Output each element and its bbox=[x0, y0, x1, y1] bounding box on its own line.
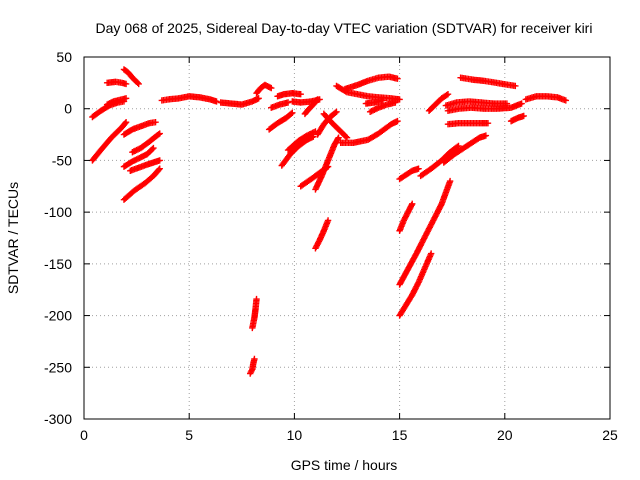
axis-ticks bbox=[83, 56, 611, 420]
data-point bbox=[122, 118, 130, 126]
y-tick-label: 0 bbox=[64, 101, 72, 117]
data-point bbox=[392, 99, 399, 106]
data-point bbox=[334, 135, 342, 143]
data-point bbox=[122, 119, 129, 127]
data-point bbox=[122, 95, 130, 102]
data-point bbox=[415, 165, 422, 172]
data-point bbox=[324, 217, 332, 224]
data-point bbox=[149, 145, 156, 153]
x-axis-label: GPS time / hours bbox=[291, 457, 398, 473]
data-point bbox=[155, 131, 162, 138]
data-point bbox=[313, 97, 320, 104]
data-point bbox=[482, 132, 490, 139]
data-point bbox=[314, 96, 321, 103]
x-tick-label: 5 bbox=[185, 427, 193, 443]
data-point bbox=[512, 82, 519, 90]
data-point bbox=[268, 84, 275, 92]
data-point bbox=[409, 200, 416, 208]
y-tick-label: -300 bbox=[44, 411, 72, 427]
x-tick-label: 15 bbox=[392, 427, 408, 443]
data-point bbox=[562, 97, 570, 104]
data-point bbox=[455, 142, 462, 150]
data-point bbox=[394, 117, 401, 125]
plot-frame bbox=[83, 56, 611, 420]
data-point bbox=[150, 144, 157, 152]
chart-title: Day 068 of 2025, Sidereal Day-to-day VTE… bbox=[96, 20, 593, 36]
x-tick-labels: 0 5 10 15 20 25 bbox=[80, 427, 618, 443]
data-point bbox=[156, 165, 163, 172]
data-point bbox=[134, 79, 141, 87]
data-point bbox=[484, 119, 492, 127]
data-point bbox=[408, 202, 415, 209]
data-point bbox=[251, 355, 258, 363]
data-point bbox=[156, 130, 163, 137]
data-point bbox=[444, 91, 452, 98]
y-tick-label: -250 bbox=[44, 359, 72, 375]
data-point bbox=[342, 133, 350, 140]
y-tick-label: 50 bbox=[56, 49, 72, 65]
data-point bbox=[135, 80, 142, 88]
data-point bbox=[253, 295, 260, 303]
data-point bbox=[155, 166, 163, 173]
data-point bbox=[255, 95, 262, 102]
data-point bbox=[443, 91, 450, 99]
data-point bbox=[156, 157, 163, 164]
y-tick-label: -150 bbox=[44, 256, 72, 272]
data-point bbox=[332, 109, 339, 116]
x-tick-label: 10 bbox=[287, 427, 303, 443]
grid-lines bbox=[84, 57, 610, 419]
data-point bbox=[335, 134, 342, 141]
data-point bbox=[446, 177, 454, 185]
x-tick-label: 25 bbox=[602, 427, 618, 443]
x-tick-label: 0 bbox=[80, 427, 88, 443]
data-point bbox=[297, 91, 304, 98]
data-point bbox=[152, 118, 159, 126]
y-tick-label: -100 bbox=[44, 204, 72, 220]
data-point bbox=[427, 250, 435, 257]
y-axis-label: SDTVAR / TECUs bbox=[5, 182, 21, 294]
data-point bbox=[284, 99, 292, 106]
data-point bbox=[289, 109, 296, 117]
data-point bbox=[396, 96, 403, 103]
data-point bbox=[518, 100, 525, 107]
data-point bbox=[333, 108, 340, 116]
data-point bbox=[454, 143, 461, 151]
x-tick-label: 20 bbox=[497, 427, 513, 443]
data-point bbox=[213, 98, 220, 105]
y-tick-label: -200 bbox=[44, 308, 72, 324]
data-point bbox=[248, 367, 255, 374]
data-points bbox=[89, 66, 570, 377]
y-tick-labels: -300 -250 -200 -150 -100 -50 0 50 bbox=[44, 49, 72, 427]
data-point bbox=[122, 80, 130, 88]
data-point bbox=[379, 97, 386, 104]
data-point bbox=[288, 110, 295, 117]
data-point bbox=[394, 75, 401, 82]
data-point bbox=[520, 112, 527, 120]
y-tick-label: -50 bbox=[52, 152, 72, 168]
